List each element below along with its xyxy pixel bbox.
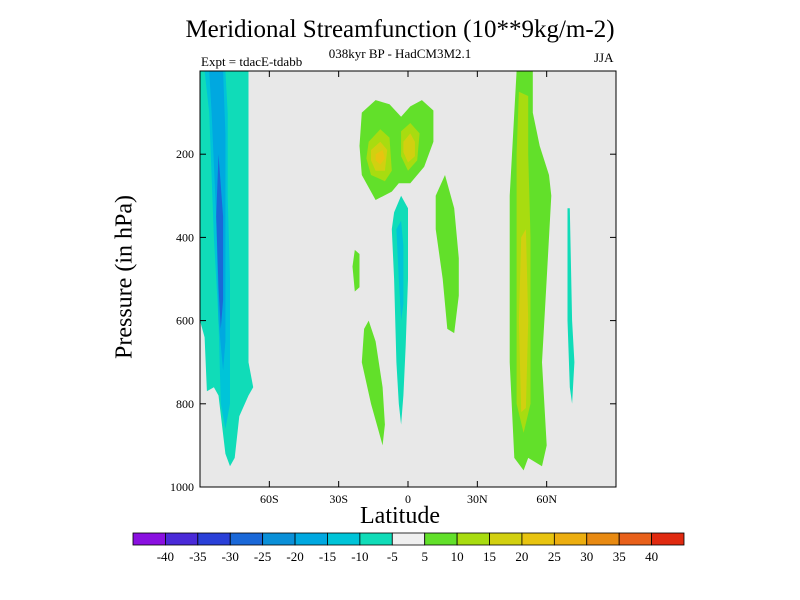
chart-title: Meridional Streamfunction (10**9kg/m-2) [185, 16, 615, 43]
equatorial-negative-cell-level-neg5 [391, 195, 408, 425]
colorbar-box [424, 532, 458, 546]
colorbar-label: 35 [613, 549, 626, 564]
colorbar-box [132, 532, 166, 546]
colorbar-box [553, 532, 588, 546]
x-axis-label: Latitude [360, 503, 440, 529]
y-tick-label: 800 [176, 397, 194, 411]
colorbar-box [391, 532, 426, 546]
colorbar-box [327, 532, 361, 546]
x-tick-label: 30N [467, 492, 488, 506]
colorbar-box [229, 532, 264, 546]
colorbar-box [165, 532, 199, 546]
x-tick-label: 30S [329, 492, 348, 506]
colorbar-box [197, 532, 231, 546]
colorbar-label: 15 [483, 549, 496, 564]
colorbar-label: -5 [387, 549, 398, 564]
colorbar-box [651, 532, 685, 546]
colorbar-label: -40 [157, 549, 174, 564]
x-tick-label: 60S [260, 492, 279, 506]
small-positive-patches-level-5 [352, 249, 360, 292]
x-tick-label: 60N [536, 492, 557, 506]
colorbar-box [521, 532, 555, 546]
y-tick-label: 600 [176, 314, 194, 328]
colorbar-box [456, 532, 490, 546]
colorbar-label: -25 [254, 549, 271, 564]
y-tick-label: 1000 [170, 480, 194, 494]
experiment-label: Expt = tdacE-tdabb [201, 54, 303, 69]
colorbar-box [359, 532, 393, 546]
x-tick-label: 0 [405, 492, 411, 506]
tropical-positive-cells-level-20 [375, 150, 385, 165]
small-positive-patches-level-5 [361, 320, 385, 446]
colorbar-label: 30 [580, 549, 593, 564]
colorbar-label: -10 [351, 549, 368, 564]
colorbar-label: -20 [286, 549, 303, 564]
equatorial-negative-cell-level-neg10 [396, 220, 404, 321]
colorbar-label: -15 [319, 549, 336, 564]
southern-negative-cell-level-neg20 [216, 154, 224, 329]
colorbar-box [489, 532, 523, 546]
colorbar-box [294, 532, 328, 546]
colorbar-box [586, 532, 620, 546]
tropical-positive-cells-level-15 [403, 133, 415, 163]
y-tick-label: 400 [176, 230, 194, 244]
small-positive-patches-level-5 [435, 175, 459, 334]
colorbar-label: 10 [451, 549, 464, 564]
colorbar-label: 40 [645, 549, 658, 564]
colorbar-box [618, 532, 652, 546]
chart-subtitle: 038kyr BP - HadCM3M2.1 [328, 46, 472, 61]
colorbar-label: 20 [515, 549, 528, 564]
colorbar-box [262, 532, 296, 546]
northern-positive-cell-level-15 [518, 229, 529, 413]
colorbar-label: -35 [189, 549, 206, 564]
northern-negative-sliver-level-neg5 [567, 208, 575, 404]
season-label: JJA [594, 50, 614, 65]
colorbar-label: -30 [222, 549, 239, 564]
colorbar-label: 25 [548, 549, 561, 564]
colorbar-label: 5 [421, 549, 428, 564]
y-tick-label: 200 [176, 147, 194, 161]
